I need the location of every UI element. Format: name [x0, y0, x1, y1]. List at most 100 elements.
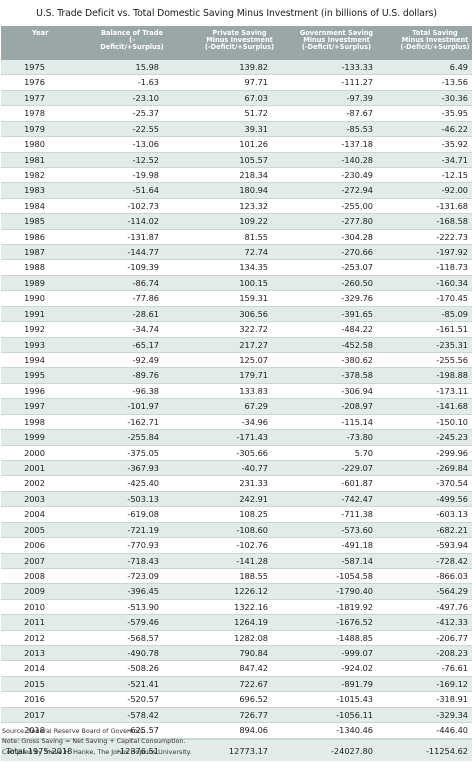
cell-year: 1993	[24, 339, 45, 350]
cell-balance: -114.02	[127, 216, 159, 227]
cell-balance: -13.06	[132, 139, 159, 150]
table-row: 2002 -425.40 231.33 -601.87 -370.54	[1, 476, 472, 492]
cell-private: 322.72	[239, 324, 268, 335]
table-row: 1987 -144.77 72.74 -270.66 -197.92	[1, 245, 472, 261]
cell-total: -46.22	[441, 123, 468, 134]
cell-balance: -503.13	[127, 493, 159, 504]
cell-private: 722.67	[239, 678, 268, 689]
cell-balance: -131.87	[127, 231, 159, 242]
cell-total: -161.51	[436, 324, 468, 335]
cell-year: 1991	[24, 308, 45, 319]
cell-balance: -508.26	[127, 663, 159, 674]
table-row: 1996 -96.38 133.83 -306.94 -173.11	[1, 384, 472, 400]
cell-total: -92.00	[441, 185, 468, 196]
cell-government: -85.53	[346, 123, 373, 134]
table-row: 2014 -508.26 847.42 -924.02 -76.61	[1, 661, 472, 677]
cell-balance: -28.61	[132, 308, 159, 319]
cell-total: 6.49	[449, 62, 468, 72]
cell-year: 1980	[24, 139, 45, 150]
cell-balance: -520.57	[127, 694, 159, 705]
cell-balance: -102.73	[127, 200, 159, 211]
header-total-line3: (-Deficit/+Surplus)	[400, 43, 470, 52]
cell-total: -12.15	[441, 169, 468, 180]
cell-government: -229.07	[341, 462, 373, 473]
cell-government: -587.14	[341, 555, 373, 566]
cell-year: 2017	[24, 709, 45, 720]
cell-government: -208.97	[341, 401, 373, 412]
cell-year: 1983	[24, 185, 45, 196]
cell-balance: -101.97	[127, 401, 159, 412]
cell-private: 179.71	[239, 370, 268, 381]
table-row: 2017 -578.42 726.77 -1056.11 -329.34	[1, 707, 472, 724]
cell-government: -140.28	[341, 154, 373, 165]
cell-year: 2004	[24, 509, 45, 520]
cell-balance: -12.52	[132, 154, 159, 165]
cell-government: -270.66	[341, 247, 373, 258]
cell-balance: -162.71	[127, 416, 159, 427]
table-row: 2005 -721.19 -108.60 -573.60 -682.21	[1, 522, 472, 539]
cell-private: 67.29	[244, 401, 268, 412]
cell-private: 1282.08	[234, 632, 268, 643]
cell-year: 2003	[24, 493, 45, 504]
cell-balance: -721.19	[127, 524, 159, 535]
cell-total: -497.76	[436, 601, 468, 612]
cell-private: 1226.12	[234, 586, 268, 597]
cell-private: 242.91	[239, 493, 268, 504]
cell-balance: -109.39	[127, 262, 159, 273]
cell-government: -1054.58	[336, 570, 373, 581]
cell-year: 1989	[24, 277, 45, 288]
cell-private: 81.55	[244, 231, 268, 242]
cell-government: -115.14	[341, 416, 373, 427]
cell-government: -1819.92	[336, 601, 373, 612]
total-government: -24027.80	[330, 745, 373, 756]
table-row: 1999 -255.84 -171.43 -73.80 -245.23	[1, 430, 472, 446]
page-title: U.S. Trade Deficit vs. Total Domestic Sa…	[36, 8, 437, 19]
cell-balance: -375.05	[127, 447, 159, 458]
table-body: 1975 15.98 139.82 -133.33 6.49 1976 -1.63 97.71…	[1, 60, 472, 739]
table-row: 1980 -13.06 101.26 -137.18 -35.92	[1, 137, 472, 153]
table-row: 2000 -375.05 -305.66 5.70 -299.96	[1, 446, 472, 461]
cell-year: 1984	[24, 200, 45, 211]
table-row: 1992 -34.74 322.72 -484.22 -161.51	[1, 322, 472, 338]
cell-private: 139.82	[239, 62, 268, 72]
cell-total: -173.11	[436, 385, 468, 396]
cell-government: -391.65	[341, 308, 373, 319]
table-row: 1993 -65.17 217.27 -452.58 -235.31	[1, 337, 472, 354]
cell-total: -682.21	[436, 524, 468, 535]
cell-total: -370.54	[436, 478, 468, 489]
header-balance-of-trade: Balance of Trade (-Deficit/+Surplus)	[68, 26, 166, 60]
cell-year: 2012	[24, 632, 45, 643]
cell-total: -198.88	[436, 370, 468, 381]
cell-balance: -625.57	[127, 725, 159, 736]
cell-government: -306.94	[341, 385, 373, 396]
cell-year: 1979	[24, 123, 45, 134]
cell-year: 2001	[24, 462, 45, 473]
cell-total: -208.23	[436, 648, 468, 659]
cell-private: 159.31	[239, 293, 268, 304]
cell-balance: 15.98	[135, 62, 159, 72]
cell-government: -87.67	[346, 108, 373, 119]
cell-year: 1978	[24, 108, 45, 119]
table-row: 1976 -1.63 97.71 -111.27 -13.56	[1, 75, 472, 91]
table-row: 2013 -490.78 790.84 -999.07 -208.23	[1, 646, 472, 662]
cell-private: 101.26	[239, 139, 268, 150]
cell-total: -34.71	[441, 154, 468, 165]
total-label: Total 1975-2018	[6, 745, 73, 756]
table-row: 1997 -101.97 67.29 -208.97 -141.68	[1, 399, 472, 415]
cell-year: 1988	[24, 262, 45, 273]
cell-balance: -718.43	[127, 555, 159, 566]
cell-private: 100.15	[239, 277, 268, 288]
table-row: 1990 -77.86 159.31 -329.76 -170.45	[1, 291, 472, 307]
table-row: 2007 -718.43 -141.28 -587.14 -728.42	[1, 553, 472, 569]
cell-total: -728.42	[436, 555, 468, 566]
cell-private: 133.83	[239, 385, 268, 396]
cell-government: -255.00	[341, 200, 373, 211]
cell-government: -491.18	[341, 540, 373, 551]
cell-private: 306.56	[239, 308, 268, 319]
cell-private: 109.22	[239, 216, 268, 227]
cell-balance: -96.38	[132, 385, 159, 396]
header-total-saving: Total Saving Minus Investment (-Deficit/…	[380, 26, 472, 60]
cell-year: 1982	[24, 169, 45, 180]
header-balance-line1: Balance of Trade	[101, 29, 163, 37]
table-row: 2009 -396.45 1226.12 -1790.40 -564.29	[1, 584, 472, 600]
